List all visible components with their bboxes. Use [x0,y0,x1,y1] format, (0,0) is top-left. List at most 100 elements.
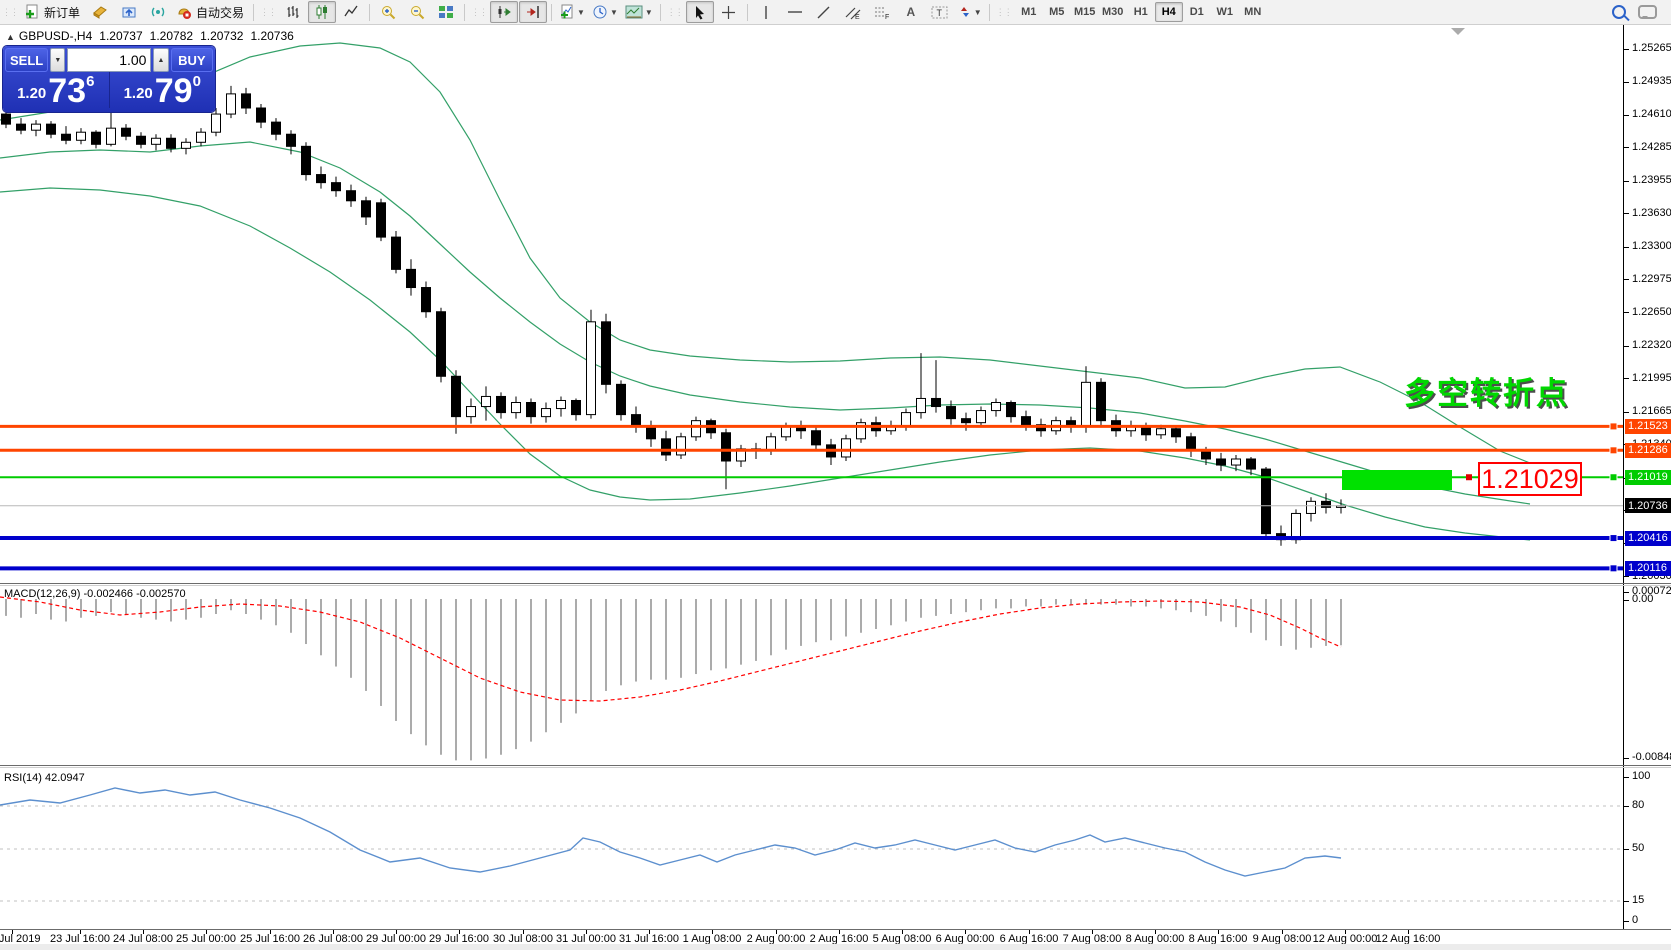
trendline-tool[interactable] [810,1,838,23]
periods-dropdown-caret[interactable]: ▼ [609,7,618,17]
text-label-tool[interactable]: T [926,1,954,23]
chart-shift-marker[interactable] [1451,28,1465,35]
text-tool[interactable]: A [906,5,916,19]
time-axis-border [0,929,1671,930]
horizontal-line-tool[interactable] [781,1,809,23]
auto-scroll-button[interactable] [490,1,519,23]
buy-price-sup: 0 [192,73,201,90]
zoom-out-icon [410,5,424,19]
price-axis-tickmark [1624,180,1629,182]
window-bottom-edge [0,944,1671,950]
candle-body [991,402,1001,412]
timeframe-w1[interactable]: W1 [1216,6,1233,18]
time-axis-label: 26 Jul 08:00 [303,933,363,945]
price-callout-box[interactable]: 1.21029 [1478,462,1582,496]
sell-price[interactable]: 1.20 73 6 [3,72,109,108]
chat-icon[interactable] [1638,5,1657,19]
line-chart-button[interactable] [337,1,365,23]
rsi-value: 42.0947 [44,772,85,784]
sell-button[interactable]: SELL [5,48,49,72]
toolbar-grip[interactable]: ⋮⋮ [260,6,277,17]
crosshair-button[interactable] [715,1,743,23]
level-line-handle[interactable] [1609,564,1618,573]
timeframe-h4[interactable]: H4 [1154,2,1183,22]
candle-body [646,426,656,440]
time-axis-tickmark [902,930,903,934]
pane-splitter[interactable] [0,583,1671,584]
indicators-button[interactable]: ▼ [556,1,588,23]
vertical-line-tool[interactable] [752,1,780,23]
green-highlight-rectangle[interactable] [1342,470,1452,490]
timeframe-h1[interactable]: H1 [1133,6,1148,18]
time-axis-label: 6 Aug 00:00 [935,933,995,945]
chart-shift-button[interactable] [519,1,548,23]
sell-price-sup: 6 [86,73,95,90]
turning-point-annotation[interactable]: 多空转折点 [1404,376,1569,411]
volume-input[interactable] [67,48,152,72]
macd-axis-tickmark [1624,599,1629,601]
candle-body [721,432,731,462]
toolbar-grip[interactable]: ⋮⋮ [2,6,19,17]
time-axis-tickmark [1282,930,1283,934]
level-line-handle[interactable] [1609,446,1618,455]
timeframe-d1[interactable]: D1 [1189,6,1204,18]
candle-body [301,145,311,176]
candle-body [1141,426,1151,436]
buy-price[interactable]: 1.20 79 0 [110,72,216,108]
candlestick-chart-button[interactable] [308,1,337,23]
level-line-handle[interactable] [1609,473,1618,482]
pane-splitter[interactable] [0,765,1671,766]
toolbar-separator [746,3,748,21]
time-axis-label: 23 Jul 16:00 [50,933,110,945]
tile-windows-button[interactable] [432,1,460,23]
time-axis-tickmark [1218,930,1219,934]
level-line-handle[interactable] [1609,534,1618,543]
candle-body [391,236,401,270]
timeframe-m1[interactable]: M1 [1021,6,1037,18]
price-axis-tick: 1.23955 [1632,174,1671,187]
candle-body [1171,428,1181,438]
auto-trading-button[interactable]: 自动交易 [173,1,249,23]
panel-collapse-arrow[interactable]: ▲ [6,32,15,42]
templates-button[interactable]: ▼ [622,1,656,23]
chart-profile-button[interactable] [86,1,114,23]
candle-body [616,383,626,416]
volume-down-button[interactable]: ▼ [50,48,66,72]
time-axis-tickmark [1408,930,1409,934]
bar-chart-button[interactable] [279,1,307,23]
toolbar-separator [659,3,661,21]
fibonacci-tool[interactable]: F [868,1,896,23]
cursor-button[interactable] [685,1,714,23]
pane-splitter-shadow [0,585,1671,586]
arrows-dropdown-caret[interactable]: ▼ [973,7,982,17]
zoom-out-button[interactable] [403,1,431,23]
timeframe-m30[interactable]: M30 [1102,6,1124,18]
text-label-icon: T [931,6,948,18]
toolbar-grip[interactable]: ⋮⋮ [995,6,1013,17]
time-axis-tickmark [1092,930,1093,934]
publish-chart-button[interactable] [115,1,143,23]
toolbar-separator [369,3,371,21]
zoom-in-button[interactable] [374,1,402,23]
volume-up-button[interactable]: ▲ [153,48,169,72]
price-axis-tickmark [1624,114,1629,116]
equidistant-channel-tool[interactable]: E [839,1,867,23]
callout-anchor[interactable] [1466,474,1472,481]
crosshair-icon [722,5,736,19]
level-line-handle[interactable] [1609,422,1618,431]
new-order-button[interactable]: 新订单 [21,1,85,23]
arrows-tool[interactable]: ▼ [955,1,985,23]
search-icon[interactable] [1612,5,1626,19]
indicators-dropdown-caret[interactable]: ▼ [577,7,585,17]
timeframe-mn[interactable]: MN [1244,6,1262,18]
buy-button[interactable]: BUY [170,48,213,72]
timeframe-m5[interactable]: M5 [1049,6,1065,18]
signal-button[interactable] [144,1,172,23]
timeframe-m15[interactable]: M15 [1074,6,1096,18]
toolbar-grip[interactable]: ⋮⋮ [471,6,488,17]
candle-body [631,414,641,428]
toolbar-grip[interactable]: ⋮⋮ [666,6,684,17]
periods-button[interactable]: ▼ [589,1,621,23]
templates-dropdown-caret[interactable]: ▼ [644,7,653,17]
